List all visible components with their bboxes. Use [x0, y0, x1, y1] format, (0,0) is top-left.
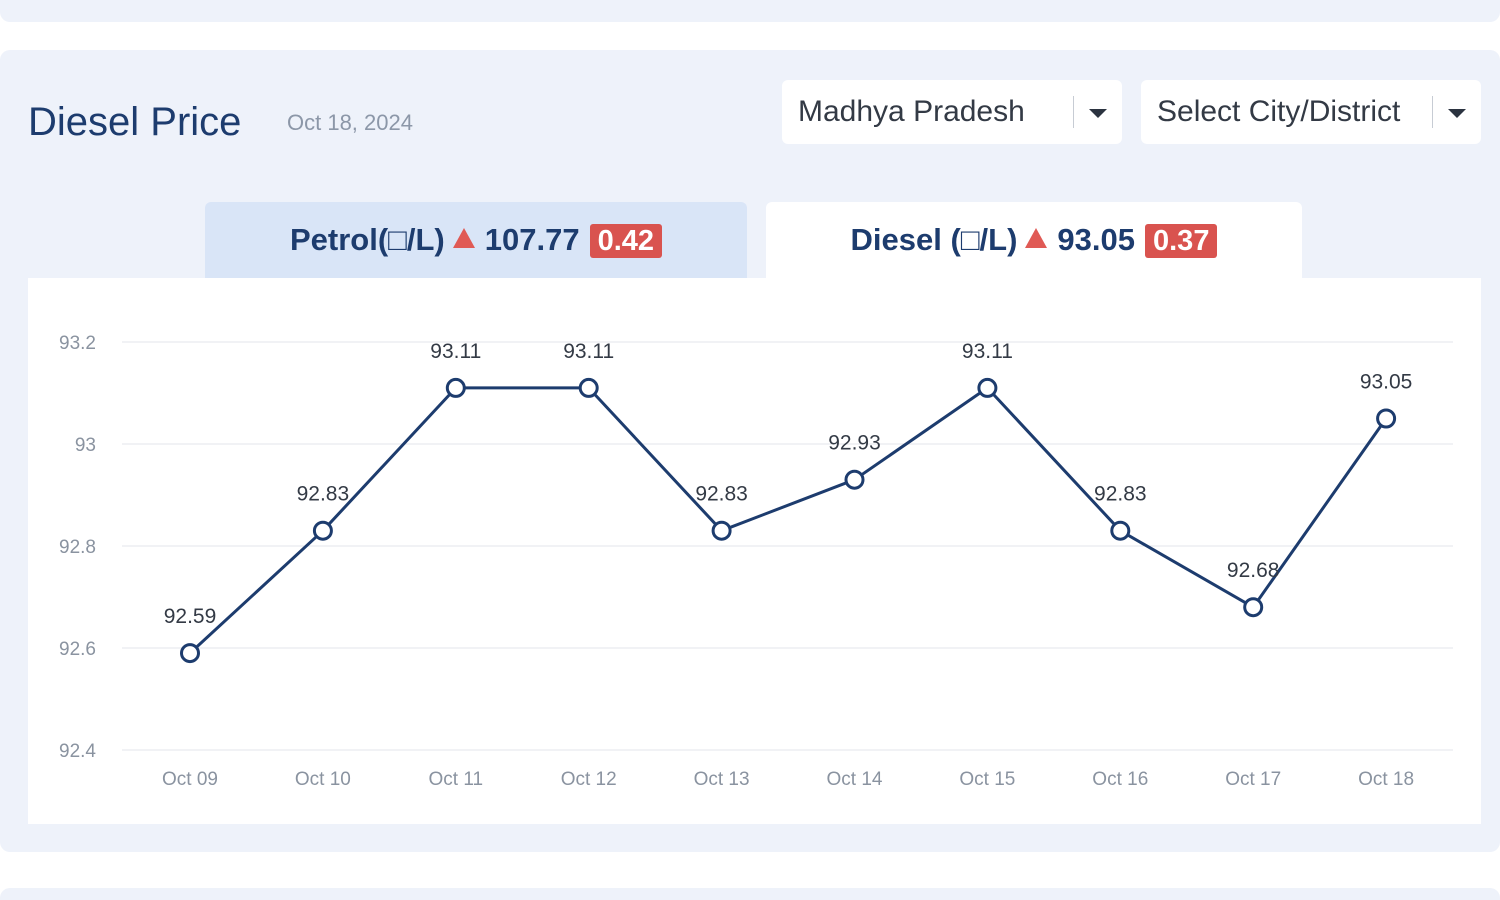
data-label: 92.83 [695, 483, 748, 506]
x-tick-label: Oct 11 [429, 769, 484, 790]
price-chart-card: 92.4 92.6 92.8 93 93.2 Oct 09 Oct 10 Oct 11 Oct … [28, 278, 1481, 824]
data-point [711, 520, 732, 541]
city-district-select[interactable]: Select City/District [1141, 80, 1481, 144]
data-point [180, 643, 200, 664]
data-point [1376, 408, 1397, 429]
x-tick-label: Oct 14 [827, 769, 883, 790]
data-point [977, 377, 998, 398]
x-tick-label: Oct 16 [1092, 769, 1148, 790]
data-point [312, 520, 333, 541]
tab-petrol[interactable]: Petrol(□/L) 107.77 0.42 [205, 202, 747, 278]
data-label: 92.93 [828, 432, 881, 455]
data-label: 92.68 [1227, 559, 1280, 582]
data-point [1110, 520, 1131, 541]
x-tick-label: Oct 15 [959, 769, 1015, 790]
tab-petrol-content: Petrol(□/L) 107.77 0.42 [205, 222, 747, 258]
data-point [844, 469, 865, 490]
x-tick-label: Oct 10 [295, 769, 351, 790]
state-select-separator [1073, 96, 1074, 128]
y-tick-label: 93.2 [59, 333, 96, 354]
data-point [445, 377, 466, 398]
data-label: 93.11 [563, 340, 614, 363]
bottom-section-strip [0, 888, 1500, 900]
y-tick-label: 93 [75, 435, 96, 456]
state-select-value: Madhya Pradesh [798, 95, 1025, 128]
chevron-down-icon[interactable] [1089, 109, 1107, 118]
page-date: Oct 18, 2024 [287, 110, 413, 135]
petrol-price: 107.77 [484, 222, 580, 257]
tab-petrol-label: Petrol(□/L) [289, 222, 445, 257]
city-select-value: Select City/District [1157, 95, 1401, 128]
tab-diesel-label: Diesel (□/L) [850, 222, 1018, 257]
up-arrow-icon [452, 228, 475, 248]
data-label: 93.05 [1360, 371, 1413, 394]
chevron-down-icon[interactable] [1448, 109, 1466, 118]
data-point [578, 377, 599, 398]
top-section-strip [0, 0, 1500, 22]
tab-diesel-content: Diesel (□/L) 93.05 0.37 [766, 222, 1302, 258]
diesel-change-badge: 0.37 [1145, 224, 1218, 258]
data-label: 92.59 [164, 605, 217, 628]
x-tick-label: Oct 12 [561, 769, 617, 790]
data-label: 93.11 [962, 340, 1013, 363]
x-tick-label: Oct 17 [1225, 769, 1281, 790]
data-label: 92.83 [1094, 483, 1147, 506]
x-tick-label: Oct 18 [1358, 769, 1414, 790]
up-arrow-icon [1025, 228, 1048, 248]
diesel-price: 93.05 [1057, 222, 1135, 257]
y-tick-label: 92.6 [59, 639, 96, 660]
y-tick-label: 92.4 [59, 741, 96, 762]
tab-diesel[interactable]: Diesel (□/L) 93.05 0.37 [766, 202, 1302, 278]
x-tick-label: Oct 13 [694, 769, 750, 790]
city-select-separator [1432, 96, 1433, 128]
petrol-change-badge: 0.42 [589, 224, 663, 258]
data-point [1243, 597, 1264, 618]
state-select[interactable]: Madhya Pradesh [782, 80, 1122, 144]
y-tick-label: 92.8 [59, 537, 96, 558]
price-line-chart: 92.4 92.6 92.8 93 93.2 Oct 09 Oct 10 Oct 11 Oct … [59, 333, 1453, 790]
x-tick-label: Oct 09 [162, 769, 218, 790]
data-label: 93.11 [430, 340, 481, 363]
series-line [188, 386, 1388, 655]
page-title: Diesel Price [28, 100, 242, 144]
data-label: 92.83 [297, 483, 350, 506]
